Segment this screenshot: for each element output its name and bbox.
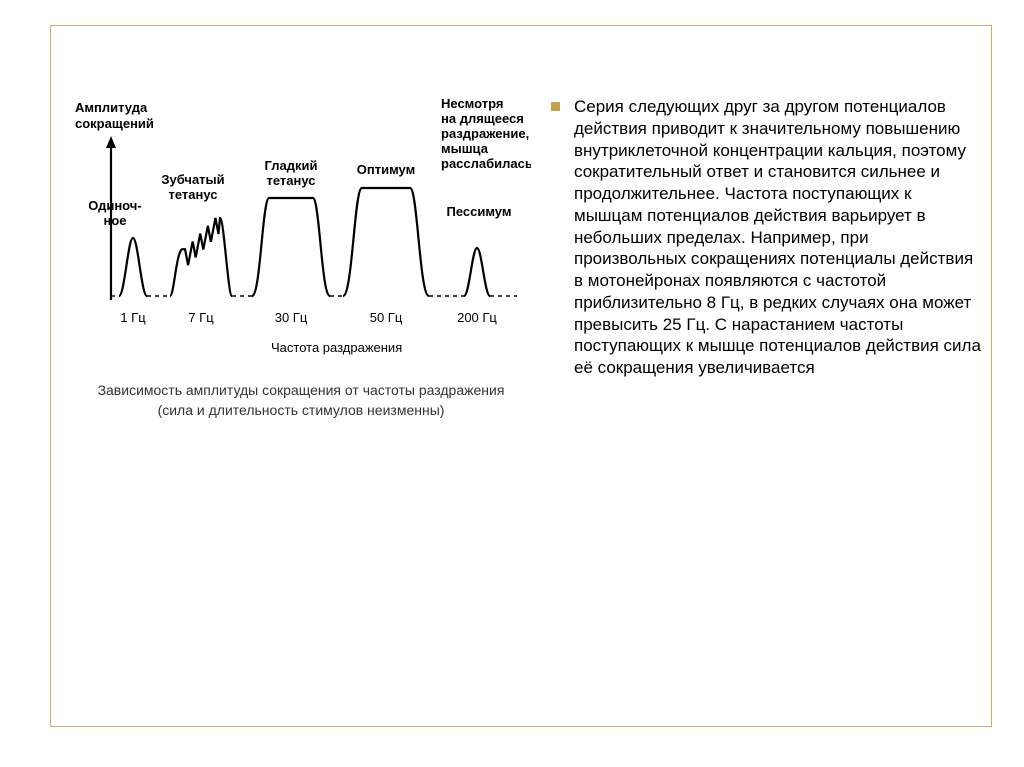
tick-4: 200 Гц bbox=[457, 310, 497, 325]
note-line: мышца bbox=[441, 141, 489, 156]
curve-serrated bbox=[170, 218, 232, 296]
chart-caption: Зависимость амплитуды сокращения от част… bbox=[71, 381, 531, 420]
tick-2: 30 Гц bbox=[275, 310, 308, 325]
svg-text:Амплитуда: Амплитуда bbox=[75, 100, 148, 115]
tetanus-chart: Амплитудасокращений Одиноч-ное 1 Гц Зубчаты… bbox=[71, 96, 531, 356]
label-smooth: тетанус bbox=[266, 173, 315, 188]
label-smooth: Гладкий bbox=[265, 158, 318, 173]
curve-optimum bbox=[343, 188, 429, 296]
svg-text:сокращений: сокращений bbox=[75, 116, 154, 131]
tick-0: 1 Гц bbox=[120, 310, 146, 325]
tick-3: 50 Гц bbox=[370, 310, 403, 325]
caption-line-2: (сила и длительность стимулов неизменны) bbox=[71, 401, 531, 421]
curve-pessimum bbox=[464, 248, 490, 296]
bullet-icon bbox=[551, 102, 560, 111]
note-line: расслабилась bbox=[441, 156, 531, 171]
label-serrated: Зубчатый bbox=[161, 172, 224, 187]
label-pessimum: Пессимум bbox=[447, 204, 512, 219]
bullet-row: Серия следующих друг за другом потенциал… bbox=[551, 96, 981, 379]
caption-line-1: Зависимость амплитуды сокращения от част… bbox=[71, 381, 531, 401]
paragraph-text: Серия следующих друг за другом потенциал… bbox=[574, 96, 981, 379]
label-serrated: тетанус bbox=[168, 187, 217, 202]
curve-single bbox=[119, 238, 147, 296]
content-row: Амплитудасокращений Одиноч-ное 1 Гц Зубчаты… bbox=[51, 76, 991, 420]
chart-wrap: Амплитудасокращений Одиноч-ное 1 Гц Зубчаты… bbox=[71, 96, 531, 361]
label-single: ное bbox=[103, 213, 126, 228]
tick-1: 7 Гц bbox=[188, 310, 214, 325]
note-line: Несмотря bbox=[441, 96, 503, 111]
curve-smooth bbox=[252, 198, 330, 296]
text-column: Серия следующих друг за другом потенциал… bbox=[551, 76, 991, 420]
slide-frame: Амплитудасокращений Одиноч-ное 1 Гц Зубчаты… bbox=[50, 25, 992, 727]
note-line: раздражение, bbox=[441, 126, 529, 141]
chart-column: Амплитудасокращений Одиноч-ное 1 Гц Зубчаты… bbox=[51, 76, 551, 420]
note-line: на длящееся bbox=[441, 111, 524, 126]
label-single: Одиноч- bbox=[88, 198, 141, 213]
x-axis-label: Частота раздражения bbox=[271, 340, 402, 355]
label-optimum: Оптимум bbox=[357, 162, 415, 177]
